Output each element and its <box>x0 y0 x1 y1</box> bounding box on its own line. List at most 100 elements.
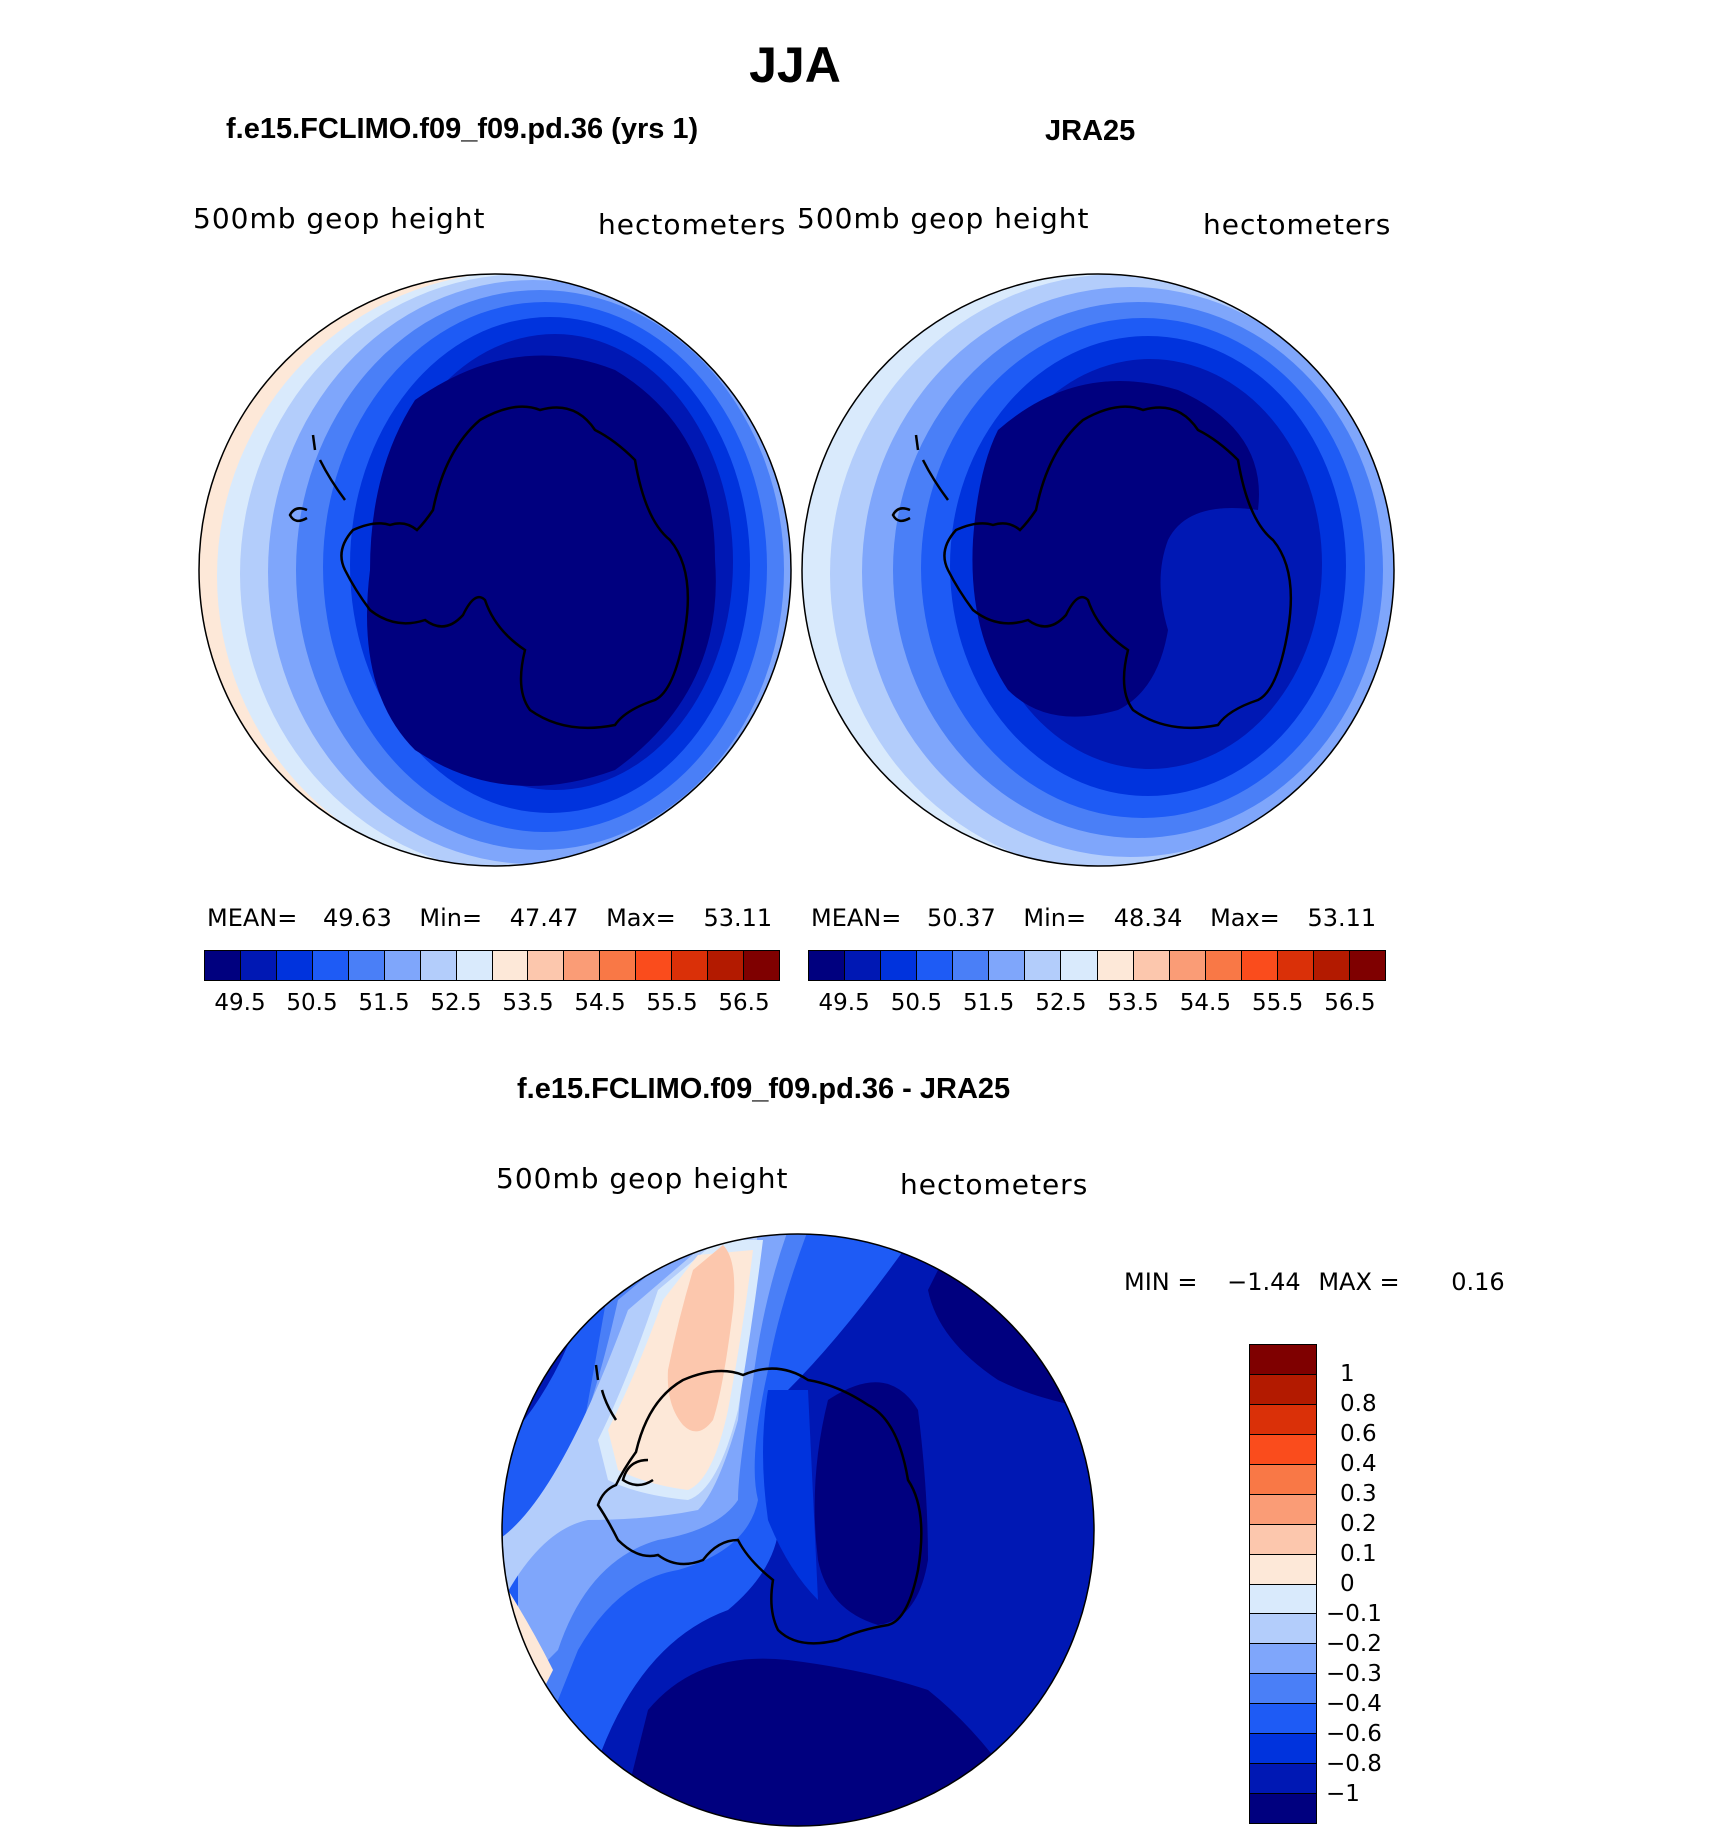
colorbar-swatch-4 <box>348 951 385 980</box>
panel1-map <box>198 273 792 867</box>
colorbar-tick-label: 56.5 <box>1324 990 1376 1016</box>
colorbar-tick-label: −0.3 <box>1326 1661 1382 1687</box>
colorbar-tick-label: 51.5 <box>358 990 410 1016</box>
colorbar-swatch-6 <box>420 951 457 980</box>
colorbar-swatch-0 <box>809 951 846 980</box>
diff-coastline <box>596 1367 923 1645</box>
colorbar-swatch-1 <box>1250 1763 1316 1794</box>
diff-units-label: hectometers <box>900 1168 1089 1201</box>
diff-min-value: −1.44 <box>1227 1268 1301 1296</box>
colorbar-swatch-6 <box>1025 951 1062 980</box>
colorbar-swatch-15 <box>744 951 779 980</box>
panel2-mean-label: MEAN= <box>811 904 902 932</box>
panel2-min-value: 48.34 <box>1113 904 1183 932</box>
panel2-max-value: 53.11 <box>1307 904 1377 932</box>
panel2-header: JRA25 <box>1045 115 1136 147</box>
colorbar-swatch-0 <box>1250 1793 1316 1823</box>
colorbar-swatch-8 <box>1097 951 1134 980</box>
panel1-stats: MEAN= 49.63 Min= 47.47 Max= 53.11 <box>207 904 772 932</box>
colorbar-swatch-5 <box>989 951 1026 980</box>
colorbar-tick-label: 53.5 <box>502 990 554 1016</box>
colorbar-swatch-6 <box>1250 1613 1316 1644</box>
colorbar-swatch-3 <box>1250 1703 1316 1734</box>
colorbar-swatch-3 <box>917 951 954 980</box>
colorbar-swatch-10 <box>1250 1493 1316 1524</box>
colorbar-tick-label: −0.4 <box>1326 1691 1382 1717</box>
colorbar-tick-label: −1 <box>1326 1781 1360 1807</box>
colorbar-swatch-5 <box>1250 1643 1316 1674</box>
colorbar-swatch-15 <box>1349 951 1385 980</box>
colorbar-swatch-12 <box>1241 951 1278 980</box>
panel1-min-label: Min= <box>419 904 483 932</box>
panel2-map <box>801 273 1395 867</box>
panel2-colorbar-ticks: 49.5 50.5 51.5 52.5 53.5 54.5 55.5 56.5 <box>808 990 1386 1020</box>
colorbar-tick-label: 0.6 <box>1340 1421 1377 1447</box>
colorbar-swatch-15 <box>1250 1345 1316 1374</box>
colorbar-swatch-13 <box>1250 1403 1316 1434</box>
colorbar-swatch-9 <box>1250 1523 1316 1554</box>
colorbar-swatch-3 <box>312 951 349 980</box>
colorbar-swatch-14 <box>708 951 745 980</box>
panel2-min-label: Min= <box>1023 904 1087 932</box>
panel1-max-value: 53.11 <box>703 904 773 932</box>
colorbar-swatch-9 <box>528 951 565 980</box>
colorbar-tick-label: 49.5 <box>818 990 870 1016</box>
diff-min-label: MIN = <box>1124 1268 1198 1296</box>
colorbar-swatch-13 <box>1277 951 1314 980</box>
colorbar-swatch-10 <box>1169 951 1206 980</box>
diff-stats: MIN = −1.44 MAX = 0.16 <box>1124 1268 1505 1296</box>
diff-header: f.e15.FCLIMO.f09_f09.pd.36 - JRA25 <box>517 1073 1011 1105</box>
colorbar-swatch-2 <box>276 951 313 980</box>
panel2-units-label: hectometers <box>1203 208 1392 241</box>
colorbar-swatch-0 <box>205 951 241 980</box>
colorbar-swatch-12 <box>1250 1433 1316 1464</box>
colorbar-tick-label: 54.5 <box>574 990 626 1016</box>
colorbar-tick-label: 53.5 <box>1107 990 1159 1016</box>
colorbar-tick-label: 0 <box>1340 1571 1355 1597</box>
diff-map <box>501 1233 1095 1827</box>
panel1-max-label: Max= <box>606 904 676 932</box>
panel1-mean-label: MEAN= <box>207 904 298 932</box>
colorbar-tick-label: 55.5 <box>646 990 698 1016</box>
colorbar-tick-label: 50.5 <box>890 990 942 1016</box>
colorbar-tick-label: 0.4 <box>1340 1451 1377 1477</box>
colorbar-swatch-4 <box>1250 1673 1316 1704</box>
page-title: JJA <box>749 37 841 93</box>
colorbar-swatch-14 <box>1250 1373 1316 1404</box>
colorbar-swatch-12 <box>636 951 673 980</box>
colorbar-tick-label: 0.1 <box>1340 1541 1377 1567</box>
panel2-mean-value: 50.37 <box>927 904 996 932</box>
colorbar-swatch-7 <box>1061 951 1098 980</box>
diff-max-label: MAX = <box>1318 1268 1400 1296</box>
colorbar-tick-label: −0.1 <box>1326 1601 1382 1627</box>
colorbar-tick-label: 51.5 <box>963 990 1015 1016</box>
colorbar-tick-label: 0.8 <box>1340 1391 1377 1417</box>
panel2-stats: MEAN= 50.37 Min= 48.34 Max= 53.11 <box>811 904 1376 932</box>
colorbar-swatch-2 <box>881 951 918 980</box>
colorbar-swatch-7 <box>456 951 493 980</box>
colorbar-tick-label: 50.5 <box>286 990 338 1016</box>
panel1-colorbar <box>204 950 780 981</box>
colorbar-tick-label: 56.5 <box>718 990 770 1016</box>
colorbar-tick-label: 52.5 <box>1035 990 1087 1016</box>
colorbar-tick-label: −0.6 <box>1326 1721 1382 1747</box>
colorbar-swatch-4 <box>953 951 990 980</box>
colorbar-tick-label: 52.5 <box>430 990 482 1016</box>
colorbar-swatch-11 <box>1205 951 1242 980</box>
colorbar-tick-label: −0.8 <box>1326 1751 1382 1777</box>
colorbar-tick-label: 0.3 <box>1340 1481 1377 1507</box>
colorbar-tick-label: −0.2 <box>1326 1631 1382 1657</box>
panel2-coastline <box>943 405 1293 730</box>
colorbar-swatch-11 <box>1250 1463 1316 1494</box>
colorbar-swatch-1 <box>845 951 882 980</box>
diff-colorbar <box>1249 1344 1317 1824</box>
panel1-mean-value: 49.63 <box>323 904 392 932</box>
colorbar-swatch-11 <box>600 951 637 980</box>
colorbar-tick-label: 1 <box>1340 1361 1355 1387</box>
colorbar-tick-label: 55.5 <box>1252 990 1304 1016</box>
panel1-colorbar-ticks: 49.5 50.5 51.5 52.5 53.5 54.5 55.5 56.5 <box>204 990 780 1020</box>
colorbar-swatch-9 <box>1133 951 1170 980</box>
colorbar-swatch-10 <box>564 951 601 980</box>
colorbar-tick-label: 54.5 <box>1179 990 1231 1016</box>
panel1-min-value: 47.47 <box>509 904 579 932</box>
